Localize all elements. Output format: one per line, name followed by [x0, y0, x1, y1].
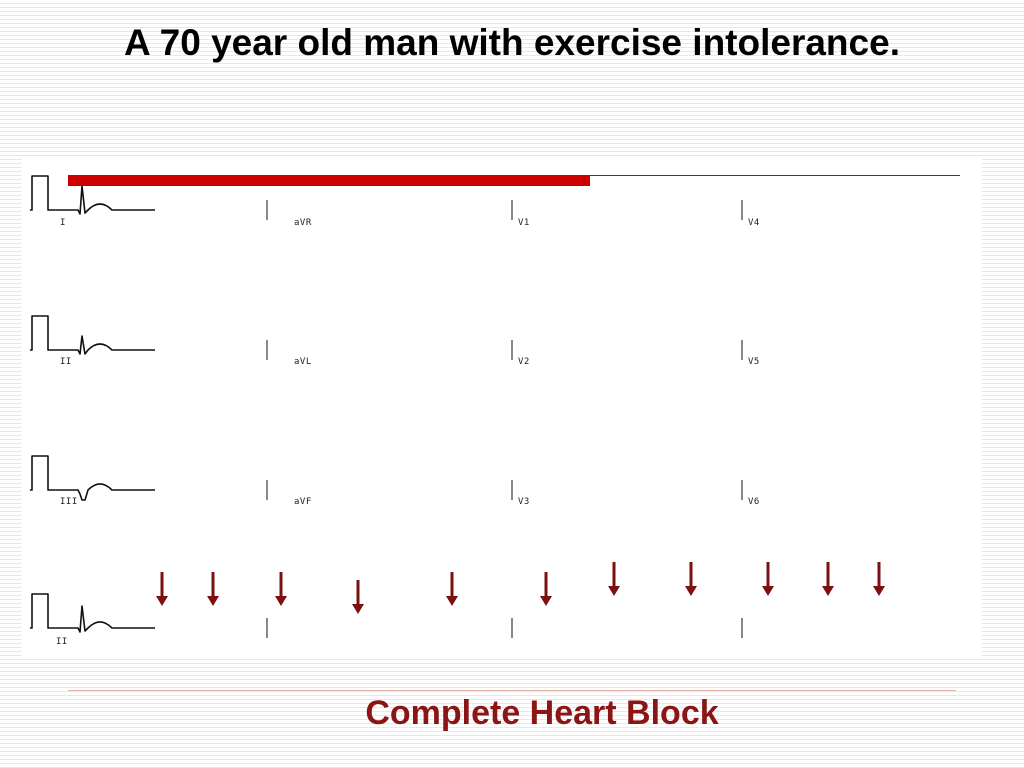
- arrow-head: [275, 596, 287, 606]
- lead-label-rhythm-ii: II: [56, 637, 68, 647]
- ecg-panel: I aVR V1 V4 II aVL V2 V5 III aVF V3 V6 I…: [22, 158, 982, 658]
- arrow-head: [608, 586, 620, 596]
- lead-label-v6: V6: [748, 497, 760, 507]
- lead-label-avf: aVF: [294, 497, 312, 507]
- lead-label-v2: V2: [518, 357, 530, 367]
- arrow-head: [822, 586, 834, 596]
- arrow-head: [762, 586, 774, 596]
- down-arrow-icon: [762, 562, 774, 596]
- arrow-head: [540, 596, 552, 606]
- arrow-head: [873, 586, 885, 596]
- down-arrow-icon: [685, 562, 697, 596]
- down-arrow-icon: [608, 562, 620, 596]
- down-arrow-icon: [822, 562, 834, 596]
- ecg-traces: [30, 175, 743, 638]
- ecg-trace-row-2: [30, 315, 155, 355]
- lead-label-v5: V5: [748, 357, 760, 367]
- down-arrow-icon: [873, 562, 885, 596]
- ecg-strip: [30, 175, 960, 638]
- lead-label-v3: V3: [518, 497, 530, 507]
- p-wave-arrows: [156, 562, 885, 614]
- down-arrow-icon: [352, 580, 364, 614]
- ecg-trace-row-1: [30, 175, 155, 215]
- caption: Complete Heart Block: [365, 694, 719, 732]
- lead-label-v4: V4: [748, 218, 760, 228]
- highlight-bar: [68, 175, 590, 186]
- arrow-head: [352, 604, 364, 614]
- down-arrow-icon: [156, 572, 168, 606]
- lead-label-i: I: [60, 218, 66, 228]
- arrow-head: [207, 596, 219, 606]
- lead-label-v1: V1: [518, 218, 530, 228]
- down-arrow-icon: [540, 572, 552, 606]
- ecg-trace-row-4: [30, 593, 155, 633]
- down-arrow-icon: [207, 572, 219, 606]
- lead-label-avr: aVR: [294, 218, 312, 228]
- footer-rule: [68, 690, 956, 691]
- arrow-head: [685, 586, 697, 596]
- ecg-trace-row-3: [30, 455, 155, 501]
- lead-label-iii: III: [60, 497, 78, 507]
- slide-title: A 70 year old man with exercise intolera…: [124, 22, 900, 63]
- down-arrow-icon: [446, 572, 458, 606]
- arrow-head: [446, 596, 458, 606]
- arrow-head: [156, 596, 168, 606]
- down-arrow-icon: [275, 572, 287, 606]
- lead-label-ii: II: [60, 357, 72, 367]
- lead-label-avl: aVL: [294, 357, 312, 367]
